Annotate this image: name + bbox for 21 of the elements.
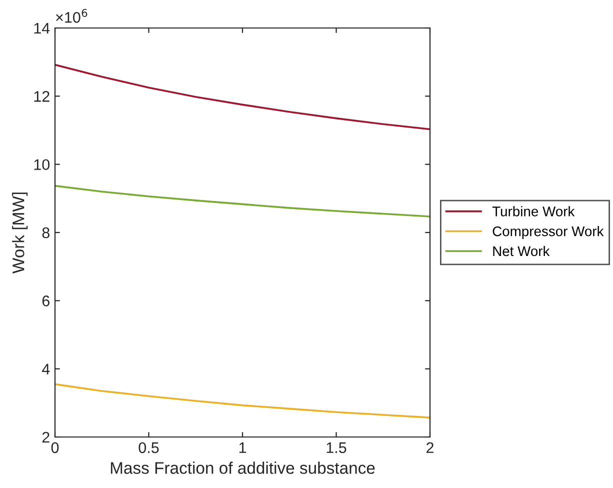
y-tick-label: 6: [42, 296, 50, 306]
legend-label: Net Work: [493, 246, 550, 256]
y-tick-label: 8: [42, 227, 50, 238]
y-axis-title: Work [MW]: [12, 192, 28, 274]
x-tick-label: 2: [426, 442, 434, 453]
text: ×10$^{6}$: [56, 8, 88, 23]
line-series: [55, 383, 430, 418]
line-series: [55, 184, 430, 218]
x-tick-label: 0.5: [138, 442, 159, 454]
legend-label: Compressor Work: [492, 226, 604, 239]
x-tick-label: 1.5: [326, 442, 346, 454]
x-tick-label: 0: [51, 442, 59, 454]
x-axis-title: Mass Fraction of additive substance: [110, 462, 375, 474]
y-tick-label: 14: [34, 23, 50, 34]
legend-label: Turbine Work: [492, 206, 575, 216]
y-tick-label: 12: [34, 91, 50, 102]
y-tick-label: 10: [34, 159, 50, 170]
x-tick-label: 1: [239, 442, 246, 453]
y-tick-label: 4: [42, 364, 50, 374]
y-tick-label: 2: [42, 432, 50, 443]
line-series: [55, 64, 430, 130]
